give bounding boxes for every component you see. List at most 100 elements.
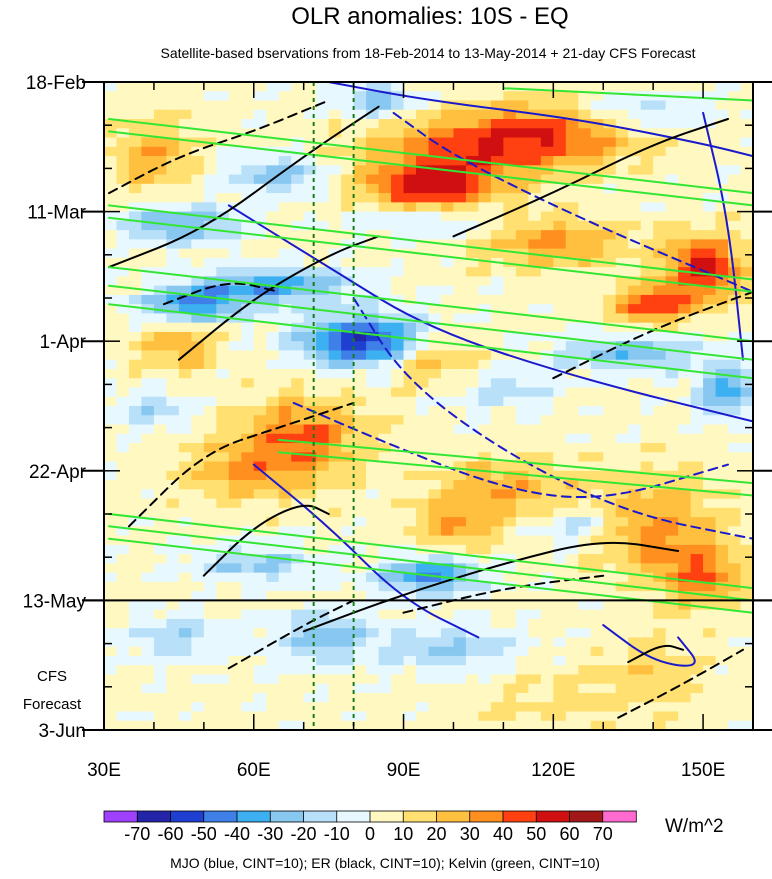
olr-cell: [191, 655, 205, 666]
olr-cell: [565, 91, 579, 102]
olr-cell: [515, 544, 529, 555]
olr-cell: [728, 591, 742, 601]
olr-cell: [703, 193, 717, 203]
olr-cell: [328, 230, 342, 240]
olr-cell: [490, 692, 504, 703]
olr-cell: [453, 230, 467, 240]
olr-cell: [104, 165, 118, 176]
olr-cell: [565, 452, 579, 463]
olr-cell: [303, 461, 317, 472]
olr-cell: [141, 183, 155, 194]
olr-cell: [128, 470, 143, 481]
olr-cell: [728, 720, 742, 730]
olr-cell: [528, 341, 542, 352]
olr-cell: [653, 720, 667, 730]
olr-cell: [690, 554, 704, 564]
olr-cell: [640, 628, 654, 639]
olr-cell: [640, 711, 654, 722]
olr-cell: [353, 91, 367, 102]
olr-cell: [278, 230, 292, 240]
olr-cell: [141, 276, 155, 287]
olr-cell: [416, 100, 430, 111]
olr-cell: [665, 359, 679, 370]
olr-cell: [478, 304, 492, 315]
olr-cell: [703, 526, 717, 537]
olr-cell: [178, 572, 192, 583]
olr-cell: [615, 257, 629, 268]
olr-cell: [565, 470, 579, 481]
olr-cell: [690, 406, 704, 416]
olr-cell: [178, 304, 192, 315]
olr-cell: [153, 156, 167, 166]
olr-cell: [166, 526, 180, 537]
olr-cell: [578, 109, 592, 120]
olr-cell: [403, 406, 417, 416]
olr-cell: [640, 433, 654, 444]
olr-cell: [153, 322, 167, 333]
olr-cell: [191, 82, 205, 92]
olr-cell: [253, 156, 267, 166]
olr-cell: [553, 692, 567, 703]
olr-cell: [440, 720, 455, 730]
olr-cell: [428, 572, 442, 583]
olr-cell: [715, 443, 729, 453]
olr-cell: [603, 119, 617, 129]
olr-cell: [141, 156, 155, 166]
olr-cell: [278, 267, 292, 277]
olr-cell: [478, 91, 492, 102]
olr-cell: [728, 702, 742, 713]
olr-cell: [203, 470, 217, 481]
olr-cell: [416, 156, 430, 166]
olr-cell: [266, 692, 280, 703]
olr-cell: [428, 331, 442, 342]
olr-cell: [166, 563, 180, 574]
olr-cell: [178, 452, 192, 463]
olr-cell: [640, 109, 654, 120]
olr-cell: [728, 313, 742, 324]
olr-cell: [253, 341, 267, 352]
olr-cell: [153, 554, 167, 564]
olr-cell: [228, 692, 242, 703]
y-tick-label: 3-Jun: [38, 721, 86, 742]
olr-cell: [228, 211, 242, 222]
olr-cell: [628, 665, 642, 676]
olr-cell: [440, 683, 455, 694]
olr-cell: [490, 600, 504, 611]
kelvin-contour-positive: [277, 438, 753, 485]
olr-cell: [104, 618, 118, 629]
olr-cell: [116, 322, 130, 333]
olr-cell: [665, 276, 679, 287]
olr-cell: [278, 470, 292, 481]
olr-cell: [178, 461, 192, 472]
olr-cell: [440, 470, 455, 481]
olr-cell: [104, 665, 118, 676]
olr-cell: [465, 415, 480, 426]
olr-cell: [728, 128, 742, 139]
olr-cell: [278, 91, 292, 102]
olr-cell: [241, 267, 255, 277]
olr-cell: [241, 285, 255, 296]
olr-cell: [628, 119, 642, 129]
olr-cell: [328, 637, 342, 648]
olr-cell: [203, 618, 217, 629]
olr-cell: [253, 480, 267, 490]
olr-cell: [703, 674, 717, 685]
olr-cell: [678, 183, 692, 194]
olr-cell: [128, 239, 143, 250]
olr-cell: [628, 128, 642, 139]
olr-cell: [578, 331, 592, 342]
olr-cell: [266, 211, 280, 222]
olr-cell: [416, 655, 430, 666]
olr-cell: [528, 239, 542, 250]
olr-cell: [715, 239, 729, 250]
olr-cell: [241, 415, 255, 426]
olr-cell: [715, 507, 729, 518]
olr-cell: [191, 489, 205, 500]
olr-cell: [565, 563, 579, 574]
olr-cell: [378, 109, 392, 120]
olr-cell: [615, 285, 629, 296]
olr-cell: [353, 146, 367, 157]
olr-cell: [740, 461, 753, 472]
olr-cell: [353, 517, 367, 527]
olr-cell: [690, 692, 704, 703]
